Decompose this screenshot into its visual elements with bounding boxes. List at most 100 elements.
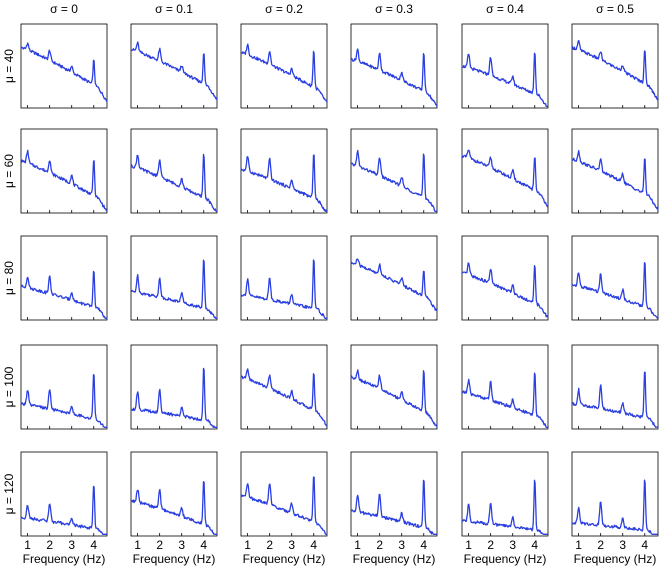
panel-frame	[350, 451, 438, 537]
x-tick-label: 4	[90, 538, 97, 552]
panel	[571, 23, 659, 109]
panel-frame	[350, 344, 438, 430]
panel-frame	[240, 235, 328, 321]
spectrum-line	[461, 262, 549, 318]
panel-frame	[350, 23, 438, 109]
spectrum-line	[571, 262, 659, 319]
panel-frame	[20, 235, 108, 321]
spectrum-line	[350, 48, 438, 107]
spectrum-line	[240, 259, 328, 319]
spectrum-line	[130, 480, 218, 535]
column-label: σ = 0.5	[596, 2, 634, 16]
panel	[240, 23, 328, 109]
panel-frame	[461, 451, 549, 537]
panel-frame	[240, 23, 328, 109]
column-label: σ = 0.4	[486, 2, 524, 16]
x-axis-label: Frequency (Hz)	[243, 552, 326, 566]
x-tick-label: 4	[420, 538, 427, 552]
spectrum-line	[350, 369, 438, 428]
panel-frame	[20, 128, 108, 214]
panel	[240, 128, 328, 214]
x-tick-label: 2	[156, 538, 163, 552]
spectrum-line	[571, 150, 659, 211]
panel	[571, 128, 659, 214]
panel	[461, 128, 549, 214]
spectrum-line	[350, 258, 438, 312]
x-tick-label: 3	[398, 538, 405, 552]
panel-frame	[240, 344, 328, 430]
panel-frame	[20, 451, 108, 537]
panel-frame	[130, 344, 218, 430]
x-tick-label: 2	[266, 538, 273, 552]
x-tick-label: 1	[465, 538, 472, 552]
panel-frame	[130, 235, 218, 321]
panel	[350, 235, 438, 321]
panel-frame	[571, 344, 659, 430]
spectrum-line	[130, 41, 218, 101]
panel-frame	[20, 344, 108, 430]
panel	[20, 23, 108, 109]
panel-frame	[130, 23, 218, 109]
panel	[130, 235, 218, 321]
x-tick-label: 3	[619, 538, 626, 552]
panel	[20, 344, 108, 430]
x-tick-label: 4	[641, 538, 648, 552]
spectrum-line	[20, 149, 108, 212]
row-label: μ = 60	[2, 154, 16, 188]
spectrum-line	[20, 373, 108, 428]
column-label: σ = 0	[50, 2, 78, 16]
x-tick-label: 1	[24, 538, 31, 552]
spectrum-line	[571, 371, 659, 428]
spectrum-line	[461, 479, 549, 535]
x-axis-label: Frequency (Hz)	[23, 552, 106, 566]
spectrum-line	[240, 476, 328, 535]
panel	[350, 344, 438, 430]
column-label: σ = 0.2	[265, 2, 303, 16]
row-label: μ = 100	[2, 366, 16, 407]
x-axis-label: Frequency (Hz)	[464, 552, 547, 566]
x-tick-label: 2	[376, 538, 383, 552]
row-label: μ = 80	[2, 261, 16, 295]
spectrum-line	[130, 259, 218, 319]
spectrum-line	[240, 43, 328, 103]
spectrum-line	[461, 372, 549, 428]
panel	[240, 344, 328, 430]
spectrum-line	[350, 479, 438, 535]
x-tick-label: 1	[244, 538, 251, 552]
panel-frame	[461, 128, 549, 214]
panel-frame	[571, 235, 659, 321]
panel	[130, 344, 218, 430]
x-tick-label: 4	[200, 538, 207, 552]
row-label: μ = 40	[2, 49, 16, 83]
x-axis-label: Frequency (Hz)	[353, 552, 436, 566]
panel	[350, 128, 438, 214]
spectrum-line	[571, 39, 659, 101]
panel-frame	[461, 344, 549, 430]
x-tick-label: 1	[354, 538, 361, 552]
x-tick-label: 2	[597, 538, 604, 552]
panel-frame	[240, 128, 328, 214]
panel	[571, 344, 659, 430]
x-tick-label: 1	[134, 538, 141, 552]
panel	[461, 344, 549, 430]
panel	[20, 235, 108, 321]
x-tick-label: 1	[575, 538, 582, 552]
x-tick-label: 4	[531, 538, 538, 552]
column-label: σ = 0.3	[375, 2, 413, 16]
spectrum-line	[20, 485, 108, 535]
panel-frame	[130, 128, 218, 214]
panel	[130, 23, 218, 109]
panel-frame	[461, 23, 549, 109]
panel	[20, 128, 108, 214]
spectrum-line	[571, 479, 659, 535]
panel	[461, 23, 549, 109]
spectrum-line	[240, 368, 328, 427]
spectrum-line	[461, 52, 549, 107]
spectrum-line	[20, 270, 108, 319]
panel-frame	[350, 128, 438, 214]
